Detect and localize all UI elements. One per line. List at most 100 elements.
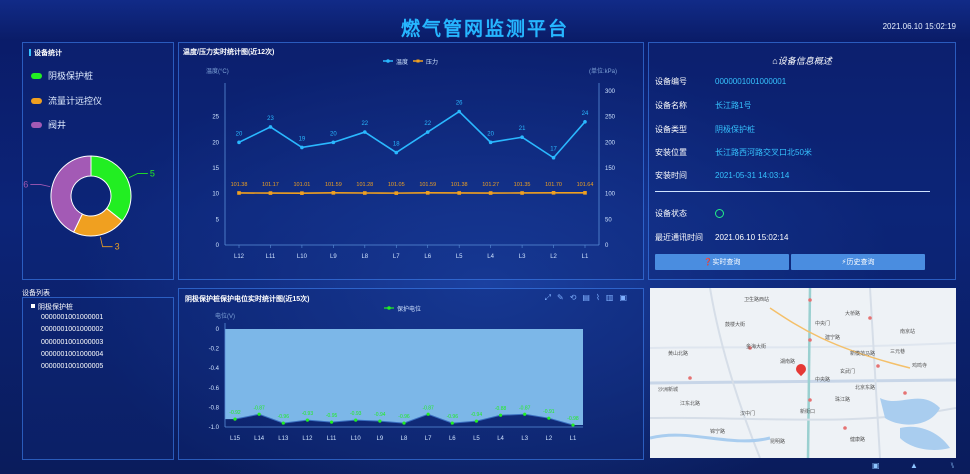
pressure-data-label: 101.05	[388, 182, 405, 188]
y-tick-label-left: 5	[216, 217, 220, 223]
temp-right-unit: (单位:kPa)	[589, 67, 617, 75]
x-tick-label: L4	[497, 436, 504, 442]
list-item[interactable]: 0000001001000004	[41, 351, 104, 358]
voltage-data-label: -0.96	[447, 414, 459, 420]
y-tick-label-right: 100	[605, 192, 616, 198]
x-tick-label: L12	[234, 254, 245, 260]
device-donut-chart: 5 3 6	[23, 155, 155, 252]
map-label: 湖南路	[780, 359, 796, 365]
x-tick-label: L7	[393, 254, 400, 260]
voltage-data-label: -0.94	[471, 412, 483, 418]
legend-item-valve-well[interactable]: 阀井	[31, 118, 66, 131]
map-label: 玄武门	[840, 369, 856, 375]
pressure-data-label: 101.70	[545, 182, 562, 188]
layers-icon[interactable]: ▣	[872, 461, 880, 470]
map-label: 北京东路	[855, 385, 876, 391]
map-label: 汉中门	[740, 411, 756, 417]
temp-point	[488, 140, 493, 145]
info-row-install-time: 安装时间 2021-05-31 14:03:14	[655, 171, 790, 180]
x-tick-label: L8	[361, 254, 368, 260]
map-label: 沙洲新城	[658, 387, 679, 393]
device-group-header[interactable]: 阴极保护桩	[31, 302, 73, 312]
x-tick-label: L2	[550, 254, 557, 260]
status-indicator-icon	[715, 209, 724, 218]
voltage-point	[474, 419, 479, 423]
temp-data-label: 17	[550, 147, 557, 153]
map-label: 建宁路	[825, 335, 841, 341]
map-label: 珠江路	[835, 397, 851, 403]
pressure-point	[551, 190, 556, 195]
voltage-point	[281, 421, 285, 425]
voltage-point	[523, 412, 527, 416]
pressure-data-label: 101.64	[577, 182, 594, 188]
temp-data-label: 20	[487, 131, 494, 137]
pressure-point	[583, 191, 587, 195]
voltage-data-label: -0.87	[253, 405, 265, 411]
voltage-point	[547, 416, 551, 420]
protection-voltage-panel: 阴极保护桩保护电位实时统计图(近15次) ⤢✎⟲▤⌇▥▣ 保护电位 电位(V) …	[178, 288, 644, 460]
list-item[interactable]: 0000001001000005	[41, 363, 104, 370]
voltage-point	[450, 421, 454, 425]
info-row-name: 设备名称 长江路1号	[655, 101, 752, 110]
voltage-data-label: -0.88	[495, 406, 507, 412]
y-tick-label-right: 250	[605, 115, 616, 121]
road-icon[interactable]: ▲	[910, 461, 918, 470]
legend-item-cathode[interactable]: 阴极保护桩	[31, 69, 93, 82]
map-label: 大桥路	[845, 311, 861, 317]
x-tick-label: L6	[449, 436, 456, 442]
donut-label-line	[128, 173, 148, 179]
list-item[interactable]: 0000001001000003	[41, 339, 104, 346]
device-info-title: ⌂设备信息概述	[772, 56, 832, 66]
legend-item-flowmeter[interactable]: 流量计远控仪	[31, 94, 102, 107]
pressure-data-label: 101.01	[293, 182, 310, 188]
y-tick-label-right: 300	[605, 89, 616, 95]
list-item[interactable]: 0000001001000002	[41, 326, 104, 333]
voltage-data-label: -0.92	[229, 410, 241, 416]
list-item[interactable]: 0000001001000001	[41, 314, 104, 321]
line-chart-icon[interactable]: ⌇	[595, 293, 606, 302]
y-tick-label-left: 10	[212, 192, 219, 198]
x-tick-label: L10	[297, 254, 308, 260]
map-poi-dot	[903, 391, 907, 395]
legend-temp: 温度	[396, 58, 408, 66]
info-row-code: 设备编号 0000001001000001	[655, 77, 787, 86]
restaurant-icon[interactable]: ⑊	[950, 461, 955, 470]
realtime-query-button[interactable]: ❓实时查询	[655, 254, 789, 270]
location-map[interactable]: 卫生路西站 鼓楼大街 金海大街 黄山北路 沙洲新城 江东北路 中央门 大桥路 建…	[650, 288, 956, 458]
x-tick-label: L2	[546, 436, 553, 442]
header-bar: 燃气管网监测平台 2021.06.10 15:02:19	[0, 0, 970, 40]
zoom-icon[interactable]: ⤢	[544, 293, 557, 302]
voltage-point	[354, 418, 358, 422]
protection-voltage-chart: 保护电位 电位(V) 0 -0.2 -0.4 -0.6 -0.8 -1.0 L15 L14 L1…	[209, 305, 583, 442]
data-view-icon[interactable]: ▤	[582, 293, 596, 302]
temp-point	[520, 135, 524, 139]
y-tick-label-right: 0	[605, 243, 609, 249]
pressure-point	[425, 191, 430, 195]
voltage-data-label: -0.87	[519, 405, 531, 411]
map-label: 中央路	[815, 377, 831, 383]
voltage-data-label: -0.94	[374, 412, 386, 418]
x-tick-label: L11	[266, 254, 276, 260]
map-roads	[650, 288, 956, 458]
legend-voltage: 保护电位	[397, 305, 421, 313]
map-label: 健康路	[850, 437, 866, 443]
map-label: 江东北路	[680, 401, 701, 407]
map-label: 昆明路	[770, 439, 786, 445]
temp-data-label: 22	[424, 121, 431, 127]
device-list-panel: 阴极保护桩 0000001001000001 0000001001000002 …	[22, 297, 174, 460]
bar-marker-icon	[29, 49, 31, 56]
map-poi-dot	[876, 364, 880, 368]
pressure-data-label: 101.38	[231, 182, 248, 188]
voltage-point	[378, 419, 382, 423]
donut-slice	[50, 155, 92, 233]
bar-chart-icon[interactable]: ▥	[605, 293, 620, 302]
save-image-icon[interactable]: ▣	[619, 293, 633, 302]
voltage-data-label: -0.96	[278, 414, 290, 420]
history-query-button[interactable]: ⚡历史查询	[791, 254, 925, 270]
pressure-data-label: 101.38	[451, 182, 468, 188]
edit-icon[interactable]: ✎	[557, 293, 570, 302]
map-label: 南京站	[900, 329, 916, 335]
pressure-point	[363, 191, 367, 195]
restore-icon[interactable]: ⟲	[569, 293, 583, 302]
pressure-data-label: 101.59	[325, 182, 342, 188]
